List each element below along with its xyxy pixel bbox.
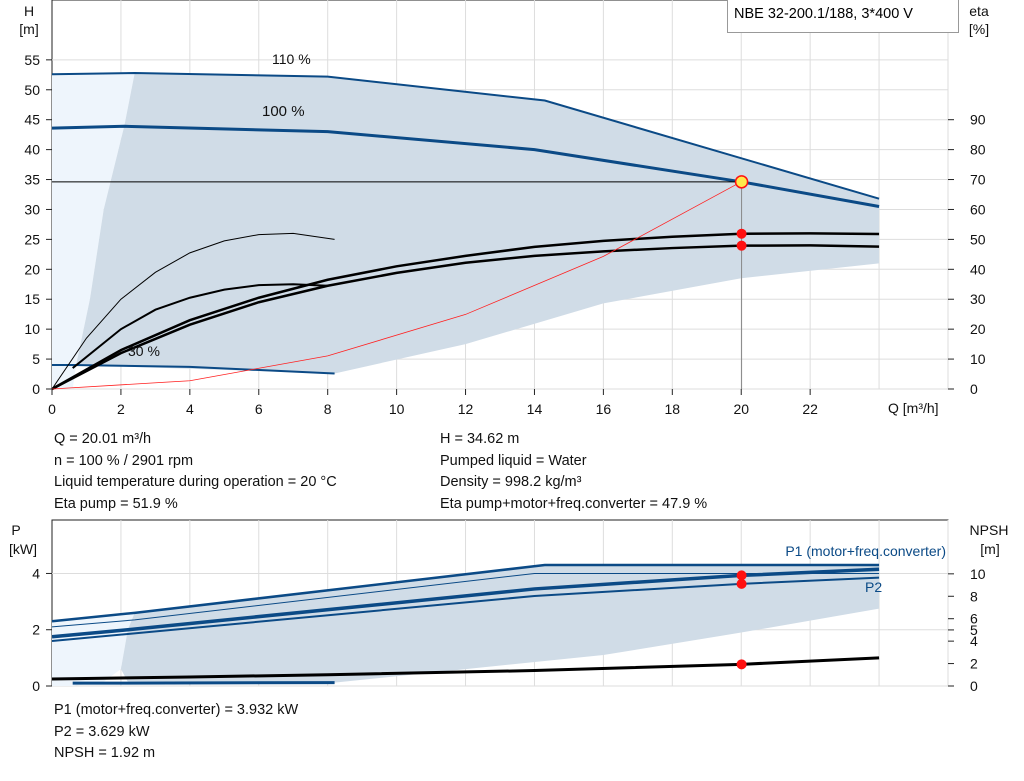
curve-110 (51, 72, 880, 200)
eta-tick-label: 0 (970, 381, 978, 397)
p1-label: P1 (motor+freq.converter) (785, 543, 946, 559)
eta-tick-label: 60 (970, 201, 986, 217)
info-top-left: Q = 20.01 m³/h n = 100 % / 2901 rpm Liqu… (54, 429, 337, 515)
x-tick-label: 12 (458, 401, 474, 417)
p-axis-label: P (11, 522, 20, 538)
info-h: H = 34.62 m (440, 431, 520, 447)
x-tick-label: 10 (389, 401, 405, 417)
npsh-axis-label: NPSH (970, 522, 1009, 538)
x-axis-label: Q [m³/h] (888, 400, 939, 416)
info-p1: P1 (motor+freq.converter) = 3.932 kW (54, 702, 299, 718)
eta-axis-unit: [%] (969, 21, 989, 37)
p-tick-label: 2 (32, 622, 40, 638)
info-eta-total: Eta pump+motor+freq.converter = 47.9 % (440, 495, 708, 512)
eta-tick-label: 50 (970, 231, 986, 247)
eta-tick-label: 70 (970, 172, 986, 188)
y-tick-label: 20 (24, 261, 40, 277)
y-tick-label: 50 (24, 82, 40, 98)
npsh-tick-label: 8 (970, 588, 978, 604)
info-n: n = 100 % / 2901 rpm (54, 452, 194, 469)
info-eta-pump: Eta pump = 51.9 % (54, 495, 178, 512)
p2-label: P2 (865, 579, 882, 595)
eta-axis-label: eta (969, 3, 989, 19)
x-tick-label: 0 (48, 401, 56, 417)
y-tick-label: 55 (24, 52, 40, 68)
curve-100 (51, 124, 880, 208)
npsh-tick-label: 10 (970, 566, 986, 582)
power-curve-0 (51, 563, 880, 623)
npsh-curve (51, 656, 880, 681)
system-curve (51, 181, 742, 390)
x-tick-label: 6 (255, 401, 263, 417)
y-axis-label: H (24, 3, 34, 19)
y-axis-unit: [m] (19, 21, 38, 37)
eta-tick-label: 20 (970, 321, 986, 337)
p-axis-unit: [kW] (9, 541, 37, 557)
power-curve-4 (72, 681, 335, 685)
p-tick-label: 0 (32, 678, 40, 694)
info-liquid: Pumped liquid = Water (440, 452, 587, 469)
npsh-axis-unit: [m] (980, 541, 999, 557)
x-tick-label: 16 (596, 401, 612, 417)
y-tick-label: 40 (24, 142, 40, 158)
power-point (736, 578, 747, 589)
y-tick-label: 15 (24, 291, 40, 307)
info-p2: P2 = 3.629 kW (54, 723, 150, 740)
npsh-tick-label: 2 (970, 656, 978, 672)
power-curve-1 (51, 572, 880, 628)
label-30: 30 % (128, 343, 160, 359)
y-tick-label: 5 (32, 351, 40, 367)
eta-point (736, 240, 747, 251)
power-curve-3 (51, 576, 880, 642)
curve-30 (52, 364, 335, 375)
npsh-tick-label: 5 (970, 622, 978, 638)
power-curve-2 (51, 567, 880, 639)
x-tick-label: 8 (324, 401, 332, 417)
x-tick-label: 18 (665, 401, 681, 417)
bottom-shade-region (120, 565, 880, 683)
top-light-region (52, 73, 135, 390)
y-tick-label: 0 (32, 381, 40, 397)
operating-point (734, 175, 749, 189)
x-tick-label: 14 (527, 401, 543, 417)
y-tick-label: 35 (24, 172, 40, 188)
curve-eta-4 (72, 283, 328, 369)
info-temp: Liquid temperature during operation = 20… (54, 474, 337, 490)
info-top-right: H = 34.62 m Pumped liquid = Water Densit… (440, 429, 707, 515)
eta-tick-label: 80 (970, 142, 986, 158)
y-tick-label: 10 (24, 321, 40, 337)
label-100: 100 % (262, 103, 305, 120)
eta-tick-label: 10 (970, 351, 986, 367)
curve-eta-3 (51, 232, 335, 390)
eta-point (736, 228, 747, 239)
y-tick-label: 30 (24, 201, 40, 217)
x-tick-label: 20 (733, 401, 749, 417)
npsh-tick-label: 4 (970, 633, 978, 649)
y-tick-label: 45 (24, 112, 40, 128)
y-tick-label: 25 (24, 231, 40, 247)
info-bottom: P1 (motor+freq.converter) = 3.932 kW P2 … (54, 700, 298, 765)
pump-title: NBE 32-200.1/188, 3*400 V (734, 6, 913, 22)
power-point (736, 659, 747, 670)
npsh-tick-label: 0 (970, 678, 978, 694)
info-q: Q = 20.01 m³/h (54, 431, 152, 447)
x-tick-label: 4 (186, 401, 194, 417)
eta-tick-label: 30 (970, 291, 986, 307)
eta-tick-label: 90 (970, 112, 986, 128)
label-110: 110 % (272, 51, 311, 67)
power-point (736, 570, 747, 581)
info-density: Density = 998.2 kg/m³ (440, 474, 582, 490)
eta-tick-label: 40 (970, 261, 986, 277)
npsh-tick-label: 6 (970, 611, 978, 627)
x-tick-label: 2 (117, 401, 125, 417)
x-tick-label: 22 (802, 401, 818, 417)
p-tick-label: 4 (32, 565, 40, 581)
info-npsh: NPSH = 1.92 m (54, 745, 156, 761)
title-box: NBE 32-200.1/188, 3*400 V (727, 0, 959, 33)
